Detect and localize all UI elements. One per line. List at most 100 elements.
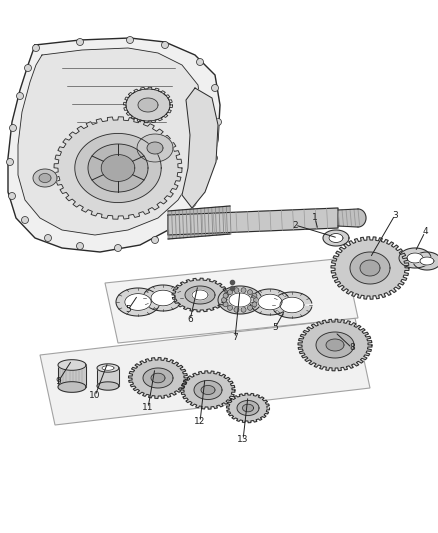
Circle shape — [10, 125, 17, 132]
Circle shape — [25, 64, 32, 71]
Polygon shape — [331, 237, 409, 299]
Text: 7: 7 — [232, 334, 238, 343]
Circle shape — [227, 289, 233, 295]
Polygon shape — [316, 332, 354, 358]
Circle shape — [252, 302, 257, 307]
Polygon shape — [201, 385, 215, 394]
Circle shape — [222, 297, 226, 303]
Polygon shape — [18, 48, 202, 235]
Text: 6: 6 — [187, 316, 193, 325]
Polygon shape — [229, 293, 251, 307]
Polygon shape — [326, 339, 344, 351]
Text: 1: 1 — [312, 214, 318, 222]
Polygon shape — [194, 381, 222, 400]
Circle shape — [241, 307, 246, 312]
Circle shape — [198, 187, 205, 193]
Polygon shape — [128, 358, 187, 399]
Polygon shape — [272, 292, 312, 318]
Circle shape — [252, 293, 257, 298]
Polygon shape — [185, 286, 215, 304]
Circle shape — [234, 288, 239, 293]
Circle shape — [223, 302, 228, 307]
Polygon shape — [280, 297, 304, 313]
Polygon shape — [360, 260, 380, 276]
Text: 12: 12 — [194, 417, 206, 426]
Polygon shape — [151, 290, 175, 306]
Polygon shape — [97, 382, 119, 390]
Polygon shape — [226, 393, 269, 423]
Circle shape — [180, 214, 187, 222]
Circle shape — [223, 293, 228, 298]
Text: 9: 9 — [55, 377, 61, 386]
Polygon shape — [250, 289, 290, 315]
Polygon shape — [125, 294, 151, 310]
Polygon shape — [338, 209, 358, 227]
Polygon shape — [97, 364, 119, 372]
Polygon shape — [101, 155, 135, 181]
Polygon shape — [143, 368, 173, 388]
Polygon shape — [88, 144, 148, 192]
Text: 4: 4 — [422, 228, 428, 237]
Text: 10: 10 — [89, 392, 101, 400]
Text: 13: 13 — [237, 435, 249, 445]
Polygon shape — [192, 290, 208, 300]
Polygon shape — [329, 233, 343, 243]
Polygon shape — [105, 258, 358, 343]
Polygon shape — [39, 174, 51, 182]
Circle shape — [45, 235, 52, 241]
Polygon shape — [181, 371, 235, 409]
Text: 5: 5 — [272, 324, 278, 333]
Circle shape — [247, 289, 252, 295]
Circle shape — [127, 36, 134, 44]
Polygon shape — [33, 169, 57, 187]
Text: 3: 3 — [392, 211, 398, 220]
Circle shape — [247, 305, 252, 310]
Polygon shape — [237, 400, 259, 416]
Circle shape — [254, 297, 258, 303]
Polygon shape — [8, 38, 220, 252]
Polygon shape — [413, 252, 438, 270]
Circle shape — [215, 118, 222, 125]
Polygon shape — [147, 142, 163, 154]
Polygon shape — [116, 288, 160, 316]
Polygon shape — [350, 252, 390, 284]
Polygon shape — [40, 318, 370, 425]
Text: 11: 11 — [142, 403, 154, 413]
Polygon shape — [126, 89, 170, 121]
Polygon shape — [243, 404, 254, 412]
Polygon shape — [168, 208, 338, 235]
Polygon shape — [399, 248, 431, 268]
Polygon shape — [58, 360, 86, 370]
Polygon shape — [58, 382, 86, 392]
Polygon shape — [137, 134, 173, 162]
Polygon shape — [358, 209, 366, 227]
Circle shape — [162, 42, 169, 49]
Polygon shape — [407, 253, 423, 263]
Circle shape — [77, 38, 84, 45]
Polygon shape — [258, 294, 282, 310]
Circle shape — [197, 59, 204, 66]
Circle shape — [234, 307, 239, 312]
Polygon shape — [168, 206, 230, 239]
Polygon shape — [420, 257, 434, 265]
Polygon shape — [138, 98, 158, 112]
Polygon shape — [58, 365, 86, 387]
Circle shape — [32, 44, 39, 52]
Circle shape — [241, 288, 246, 293]
Polygon shape — [75, 133, 161, 203]
Circle shape — [7, 158, 14, 166]
Polygon shape — [151, 373, 165, 383]
Circle shape — [77, 243, 84, 249]
Polygon shape — [323, 230, 349, 246]
Circle shape — [17, 93, 24, 100]
Circle shape — [212, 85, 219, 92]
Circle shape — [211, 155, 218, 161]
Circle shape — [114, 245, 121, 252]
Polygon shape — [182, 88, 218, 208]
Text: 5: 5 — [125, 305, 131, 314]
Circle shape — [152, 237, 159, 244]
Polygon shape — [102, 366, 114, 370]
Polygon shape — [298, 319, 372, 371]
Polygon shape — [172, 278, 228, 312]
Polygon shape — [143, 285, 183, 311]
